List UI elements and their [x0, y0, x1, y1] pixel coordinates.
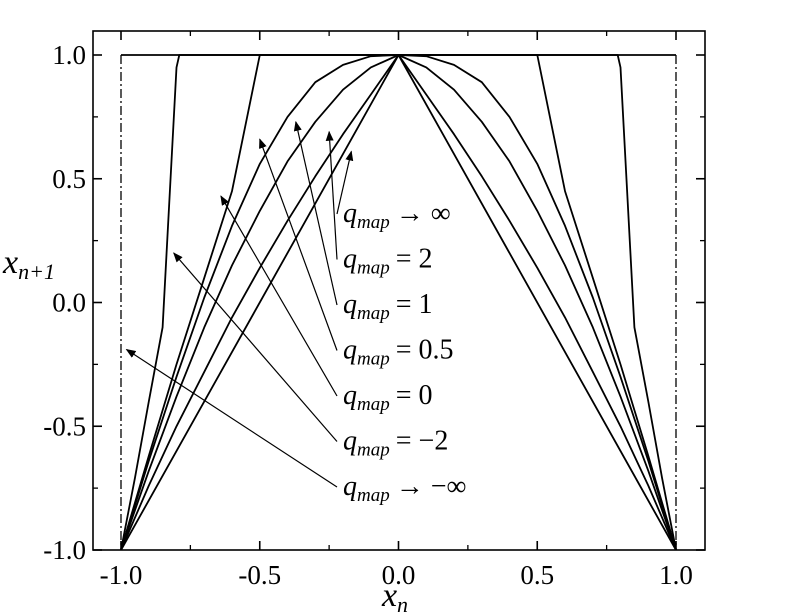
- annotation-arrow: [173, 252, 338, 442]
- series-line-6: [120, 54, 677, 551]
- annotation-label: qmap = 0.5: [343, 335, 454, 370]
- annotation-label: qmap = 2: [343, 244, 433, 279]
- y-tick-label: 0.0: [52, 288, 86, 318]
- annotation-label: qmap = 0: [343, 380, 433, 415]
- annotation-label: qmap → ∞: [343, 198, 451, 233]
- annotation-arrow: [336, 150, 354, 215]
- x-tick-label: -0.5: [238, 560, 281, 590]
- annotation-label: qmap = −2: [343, 426, 448, 461]
- plot-frame: [92, 30, 706, 551]
- y-tick-label: 0.5: [52, 164, 86, 194]
- annotation-label: qmap = 1: [343, 289, 433, 324]
- x-axis-ticks: -1.0 -0.5 0.0 0.5 1.0: [100, 31, 693, 590]
- annotation-arrow: [125, 348, 338, 488]
- annotation-arrow: [293, 120, 338, 306]
- annotations: qmap → ∞ qmap = 2 qmap = 1 qmap = 0.5 qmap = 0 qma…: [125, 120, 467, 506]
- y-tick-label: -1.0: [43, 535, 86, 565]
- y-axis-title: xn+1: [2, 244, 55, 284]
- x-axis-title-sub: n: [397, 592, 408, 612]
- annotation-arrow: [259, 138, 338, 351]
- y-axis-title-main: x: [2, 244, 18, 281]
- plot-area: [120, 54, 677, 551]
- y-tick-label: -0.5: [43, 411, 86, 441]
- x-tick-label: 1.0: [659, 560, 693, 590]
- annotation-arrow: [220, 195, 338, 397]
- y-axis-ticks: -1.0 -0.5 0.0 0.5 1.0: [43, 40, 705, 565]
- y-axis-title-sub: n+1: [18, 259, 55, 284]
- x-tick-label: 0.0: [382, 560, 416, 590]
- y-tick-label: 1.0: [52, 40, 86, 70]
- annotation-arrow: [325, 130, 338, 260]
- annotation-label: qmap → −∞: [343, 471, 467, 506]
- x-tick-label: -1.0: [100, 560, 143, 590]
- x-tick-label: 0.5: [520, 560, 554, 590]
- x-axis-title: xn: [381, 577, 408, 612]
- x-axis-title-main: x: [381, 577, 397, 612]
